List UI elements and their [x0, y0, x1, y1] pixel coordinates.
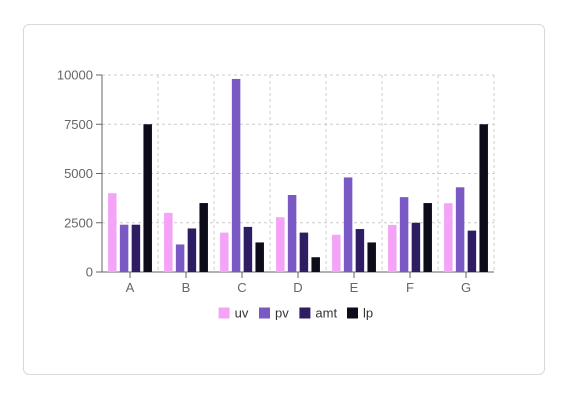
x-tick-label: C: [237, 280, 246, 295]
bar-uv-E: [332, 234, 341, 272]
bar-pv-F: [399, 197, 409, 272]
x-tick-label: F: [406, 280, 414, 295]
bar-uv-D: [276, 217, 285, 272]
bar-amt-D: [299, 232, 309, 272]
x-tick-label: A: [126, 280, 135, 295]
axes: [101, 75, 494, 273]
grid-lines: [101, 74, 495, 273]
legend-swatch-uv: [218, 307, 230, 319]
y-tick-label: 2500: [64, 215, 93, 230]
bar-uv-F: [388, 224, 397, 272]
legend-label-pv: pv: [275, 306, 289, 321]
bar-pv-D: [287, 195, 297, 272]
x-tick-label: B: [182, 280, 191, 295]
bar-uv-G: [444, 203, 453, 272]
legend-swatch-amt: [299, 307, 311, 319]
x-tick-label: G: [461, 280, 471, 295]
bar-pv-G: [455, 187, 465, 272]
bar-uv-B: [164, 212, 173, 272]
y-tick-label: 0: [86, 265, 93, 280]
bar-lp-C: [255, 242, 264, 272]
bar-lp-E: [367, 242, 376, 272]
bar-amt-B: [187, 228, 197, 272]
bar-lp-D: [311, 257, 320, 272]
bar-pv-E: [343, 177, 353, 272]
x-axis-ticks: A B C D E F G: [126, 272, 471, 295]
legend-label-lp: lp: [363, 306, 373, 321]
bar-pv-A: [119, 224, 129, 272]
y-tick-label: 5000: [64, 166, 93, 181]
bar-amt-E: [355, 229, 365, 272]
y-tick-label: 7500: [64, 117, 93, 132]
bar-amt-C: [243, 226, 253, 272]
bar-amt-G: [467, 230, 477, 272]
bar-pv-B: [175, 244, 185, 272]
bar-pv-C: [231, 78, 241, 272]
y-axis-ticks: 0 2500 5000 7500 10000: [57, 68, 102, 280]
bar-lp-F: [423, 203, 432, 272]
bar-lp-B: [199, 203, 208, 272]
bar-amt-A: [131, 224, 141, 272]
legend-swatch-pv: [259, 307, 270, 319]
y-tick-label: 10000: [57, 68, 93, 83]
legend-label-uv: uv: [235, 306, 249, 321]
bar-lp-G: [479, 124, 488, 272]
bar-uv-C: [220, 232, 229, 272]
x-tick-label: D: [293, 280, 302, 295]
legend: uv pv amt lp: [218, 306, 373, 321]
x-tick-label: E: [350, 280, 359, 295]
bar-amt-F: [411, 222, 421, 272]
legend-swatch-lp: [347, 307, 358, 319]
bars: [108, 78, 488, 272]
legend-label-amt: amt: [315, 306, 337, 321]
bar-uv-A: [108, 193, 117, 272]
bar-lp-A: [143, 124, 152, 272]
